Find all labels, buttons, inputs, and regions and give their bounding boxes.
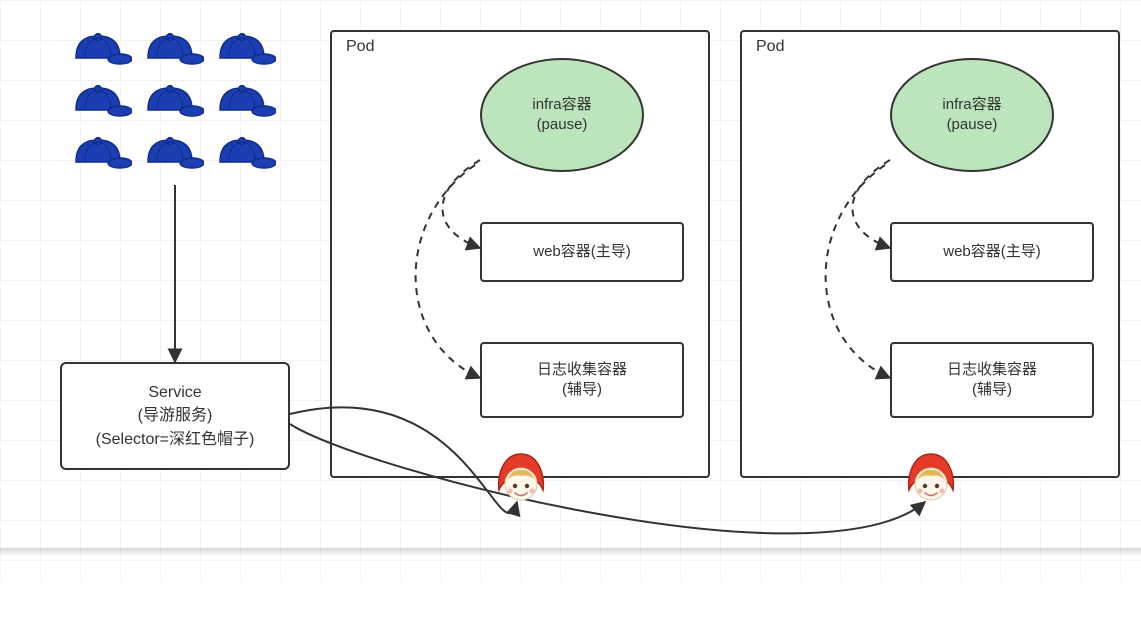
cap-icon <box>214 28 276 70</box>
service-line-2: (导游服务) <box>138 404 213 427</box>
cap-icon <box>214 80 276 122</box>
service-line-1: Service <box>148 381 201 404</box>
pod-1-web-rect: web容器(主导) <box>480 222 684 282</box>
cap-icon <box>70 80 132 122</box>
pod-1-label: Pod <box>346 38 374 56</box>
pod-1-infra-ellipse: infra容器 (pause) <box>480 58 644 172</box>
cap-icon <box>70 28 132 70</box>
pod-2-log-line-2: (辅导) <box>972 380 1012 400</box>
cap-icon <box>142 80 204 122</box>
cap-icon <box>70 132 132 174</box>
red-hood-icon-1 <box>493 450 549 506</box>
floor-fade <box>0 550 1141 629</box>
pod-2-web-line-1: web容器(主导) <box>943 242 1041 262</box>
cap-icon <box>214 132 276 174</box>
pod-2-log-rect: 日志收集容器 (辅导) <box>890 342 1094 418</box>
pod-1-web-line-1: web容器(主导) <box>533 242 631 262</box>
pod-2-log-line-1: 日志收集容器 <box>947 360 1037 380</box>
pod-2-web-rect: web容器(主导) <box>890 222 1094 282</box>
pod-2-infra-ellipse: infra容器 (pause) <box>890 58 1054 172</box>
pod-1-infra-line-1: infra容器 <box>532 95 591 115</box>
service-box: Service (导游服务) (Selector=深红色帽子) <box>60 362 290 470</box>
pod-2-infra-line-2: (pause) <box>947 115 998 135</box>
pod-2-infra-line-1: infra容器 <box>942 95 1001 115</box>
pod-1-log-line-2: (辅导) <box>562 380 602 400</box>
pod-2-label: Pod <box>756 38 784 56</box>
cap-icon <box>142 132 204 174</box>
pod-1-infra-line-2: (pause) <box>537 115 588 135</box>
service-line-3: (Selector=深红色帽子) <box>96 428 255 451</box>
pod-1-log-rect: 日志收集容器 (辅导) <box>480 342 684 418</box>
canvas: Service (导游服务) (Selector=深红色帽子) Pod infr… <box>0 0 1141 629</box>
pod-1-log-line-1: 日志收集容器 <box>537 360 627 380</box>
cap-icon <box>142 28 204 70</box>
red-hood-icon-2 <box>903 450 959 506</box>
